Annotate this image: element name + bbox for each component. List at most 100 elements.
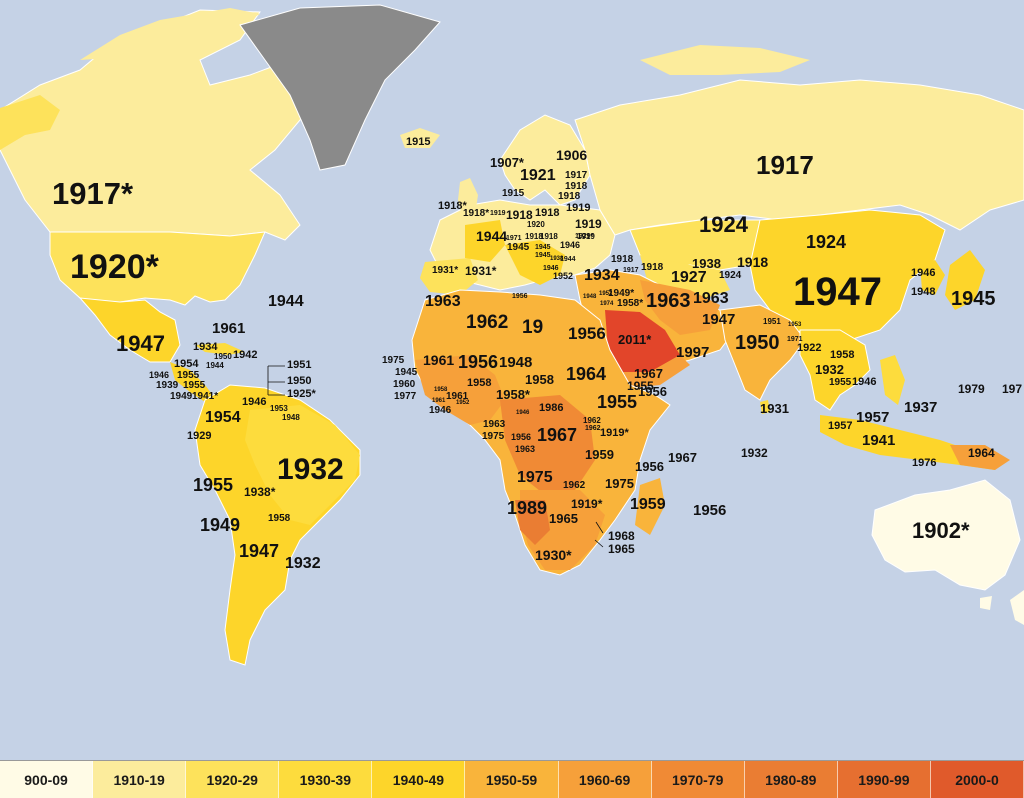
label-caribbean3: 1925*	[287, 388, 316, 400]
label-pacific1: 1979	[958, 382, 985, 396]
label-austria: 1918	[525, 232, 543, 241]
legend-cell: 1960-69	[558, 761, 652, 798]
label-mexico: 1947	[116, 331, 165, 356]
legend-label: 900-09	[24, 771, 68, 788]
label-namibia: 1989	[507, 498, 548, 518]
label-tajikistan: 1924	[719, 270, 742, 281]
label-nigeria: 1958*	[496, 387, 530, 402]
label-jordan: 1974	[600, 301, 614, 307]
legend-label: 1940-49	[392, 771, 445, 788]
label-seychelles: 1967	[668, 450, 697, 465]
label-vietnam: 1946	[852, 376, 877, 388]
namibia-region	[515, 500, 550, 545]
label-dominican: 1942	[233, 349, 258, 361]
arabia-region	[605, 310, 680, 372]
legend-cell: 2000-0	[930, 761, 1024, 798]
legend-label: 1960-69	[578, 771, 631, 788]
label-bangladesh: 1971	[787, 336, 803, 343]
label-albania: 1946	[543, 265, 559, 272]
russia-islands	[640, 45, 810, 75]
label-china: 1947	[793, 270, 882, 314]
label-russia: 1917	[756, 150, 814, 180]
west-africa	[415, 355, 505, 425]
label-greece: 1952	[553, 271, 574, 281]
label-uzbekistan: 1938	[692, 256, 721, 271]
label-lithuania: 1918	[558, 191, 581, 202]
label-usa: 1920*	[70, 248, 159, 286]
label-lesotho: 1968	[608, 529, 635, 543]
label-venezuela: 1946	[242, 396, 267, 408]
legend-label: 1990-99	[858, 771, 910, 788]
legend-label: 1950-59	[485, 771, 538, 788]
label-bhutan: 1953	[788, 322, 802, 328]
label-elsalvador: 1939	[156, 380, 179, 391]
label-saudi: 2011*	[618, 332, 652, 347]
label-sudan: 1964	[566, 364, 607, 384]
label-capeverde: 1975	[382, 355, 405, 366]
label-jamaica: 1944	[206, 361, 224, 370]
greenland-region	[239, 4, 441, 171]
label-kazakhstan: 1924	[699, 212, 748, 237]
label-car: 1986	[539, 402, 564, 414]
legend-label: 1980-89	[765, 771, 817, 788]
label-comoros: 1956	[635, 459, 664, 474]
label-mauritania: 1961	[446, 391, 469, 402]
label-ethiopia: 1955	[597, 392, 638, 412]
label-iceland: 1915	[406, 136, 431, 148]
label-ghana: 1952	[456, 400, 470, 406]
nz-region	[1010, 590, 1024, 625]
label-tunisia: 1956	[512, 293, 528, 300]
label-peru: 1955	[193, 475, 234, 495]
label-korea: 1946	[911, 267, 936, 279]
label-cuba: 1934	[193, 341, 218, 353]
philippines-region	[880, 355, 905, 405]
label-gabon: 1963	[483, 419, 506, 430]
label-eswatini: 1965	[608, 542, 635, 556]
label-drc: 1967	[537, 425, 578, 445]
label-netherlands: 1918*	[463, 208, 490, 219]
label-azerbaijan: 1918	[641, 262, 664, 273]
label-switzerland: 1971	[506, 235, 522, 242]
legend-cell: 1990-99	[837, 761, 931, 798]
legend-cell: 1930-39	[279, 761, 373, 798]
label-afghanistan: 1963	[693, 290, 729, 307]
label-pacific2: 197	[1002, 382, 1023, 396]
legend-cell: 1920-29	[186, 761, 280, 798]
label-sweden: 1921	[520, 167, 556, 184]
label-suriname: 1948	[282, 413, 300, 422]
label-kyrgyzstan: 1918	[737, 254, 769, 270]
iberia-region	[420, 258, 478, 295]
label-portugal: 1931*	[432, 265, 459, 276]
label-haiti: 1950	[214, 352, 232, 361]
scandinavia-region	[499, 114, 591, 206]
label-bahamas: 1961	[212, 320, 246, 337]
label-sierraleone: 1961	[432, 398, 446, 404]
label-eqguinea: 1963	[515, 444, 536, 454]
label-guineabissau: 1977	[394, 391, 417, 402]
label-egypt: 1956	[568, 324, 606, 343]
label-laos: 1958	[830, 349, 855, 361]
decade-legend: 900-09 1910-19 1920-29 1930-39 1940-49 1950-5…	[0, 760, 1024, 798]
tasmania-region	[980, 596, 992, 610]
india-region	[719, 304, 806, 401]
label-bolivia: 1938*	[244, 485, 276, 499]
label-mali: 1956	[458, 352, 499, 372]
label-zambia: 1962	[563, 480, 586, 491]
label-niger: 1948	[499, 354, 533, 371]
label-bulgaria: 1944	[560, 256, 576, 263]
cuba-region	[195, 343, 245, 355]
brazil-region	[245, 405, 360, 525]
canada-islands	[80, 8, 260, 60]
label-ecuador: 1929	[187, 430, 212, 442]
label-czech: 1920	[527, 220, 545, 229]
label-uk: 1918*	[438, 200, 467, 212]
label-lebanon: 1952	[599, 291, 613, 297]
label-mauritius: 1956	[693, 502, 727, 519]
label-slovenia: 1945	[535, 244, 551, 251]
label-libya: 19	[522, 317, 544, 338]
label-belarus: 1919	[575, 217, 602, 231]
legend-cell: 900-09	[0, 761, 94, 798]
china-mongolia	[749, 209, 946, 341]
label-moldova: 1938	[550, 256, 564, 262]
label-italy: 1945	[507, 242, 530, 253]
